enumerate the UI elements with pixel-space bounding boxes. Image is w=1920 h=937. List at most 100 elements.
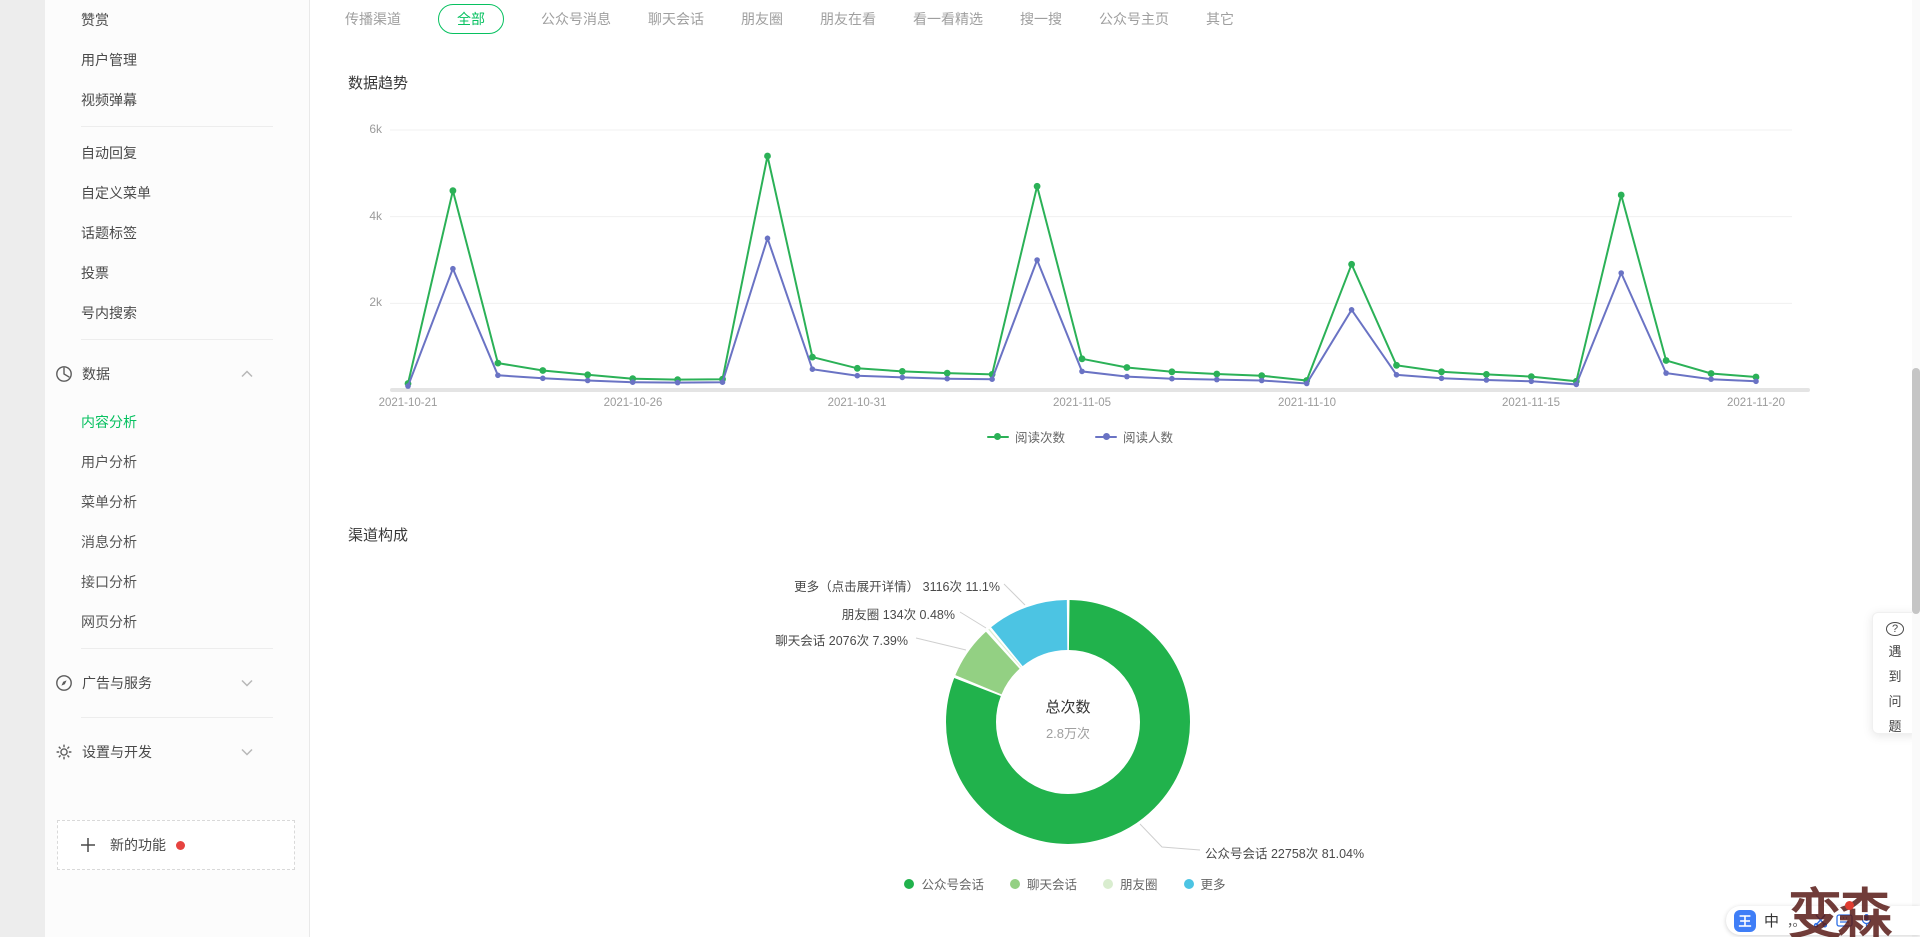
sidebar-item-menu-analysis[interactable]: 菜单分析 <box>81 494 137 510</box>
new-feature-button[interactable]: 新的功能 <box>57 820 295 870</box>
filter-label: 传播渠道 <box>345 11 401 27</box>
sidebar-divider <box>81 717 273 718</box>
keyboard-icon[interactable] <box>1835 914 1853 927</box>
sidebar-item-content-analysis[interactable]: 内容分析 <box>81 414 137 430</box>
sidebar-item-auto-reply[interactable]: 自动回复 <box>81 145 137 161</box>
filter-tab-account-home[interactable]: 公众号主页 <box>1099 11 1169 27</box>
trend-chart: 6k 4k 2k 2021-10-21 2021-10-26 2021-10-3… <box>340 95 1820 460</box>
sidebar-divider <box>81 126 273 127</box>
question-circle-icon <box>1886 622 1904 636</box>
x-axis-tick: 2021-11-20 <box>1727 397 1785 409</box>
line-series-marker-icon <box>1095 431 1117 443</box>
sidebar-item-message-analysis[interactable]: 消息分析 <box>81 534 137 550</box>
legend-label: 阅读次数 <box>1014 431 1065 445</box>
legend-label: 朋友圈 <box>1120 878 1158 892</box>
legend-item-more[interactable]: 更多 <box>1183 874 1226 893</box>
sidebar-item-user-analysis[interactable]: 用户分析 <box>81 454 137 470</box>
new-feature-label: 新的功能 <box>110 837 166 853</box>
ime-toolbar[interactable]: 王 中 ，。 <box>1726 906 1920 935</box>
watermark-dot <box>1845 901 1854 910</box>
legend-label: 聊天会话 <box>1026 878 1077 892</box>
legend-label: 更多 <box>1200 878 1226 892</box>
sidebar-group-label: 数据 <box>82 366 110 382</box>
channel-donut-chart: 总次数 2.8万次 更多（点击展开详情） 3116次 11.1% 朋友圈 134… <box>600 556 1420 876</box>
help-widget[interactable]: 遇到问题 <box>1872 612 1918 734</box>
x-axis-tick: 2021-10-26 <box>603 397 663 409</box>
ime-language-toggle[interactable]: 中 <box>1764 913 1780 930</box>
ime-logo-icon[interactable]: 王 <box>1734 909 1756 932</box>
callout-leader-line <box>1003 583 1026 606</box>
sidebar-item-user-management[interactable]: 用户管理 <box>81 52 137 68</box>
sidebar-item-api-analysis[interactable]: 接口分析 <box>81 574 137 590</box>
pie-chart-icon <box>55 365 73 383</box>
sidebar: 赞赏 用户管理 视频弹幕 自动回复 自定义菜单 话题标签 投票 号内搜索 数据 … <box>45 0 310 937</box>
dot-marker-icon <box>1009 878 1020 889</box>
sidebar-group-data[interactable]: 数据 <box>45 346 309 402</box>
sidebar-group-label: 广告与服务 <box>82 675 152 691</box>
notification-dot <box>176 840 185 850</box>
chevron-up-icon <box>241 370 253 378</box>
filter-tab-all[interactable]: 全部 <box>438 4 504 34</box>
sidebar-group-ads-services[interactable]: 广告与服务 <box>45 655 309 711</box>
callout-more[interactable]: 更多（点击展开详情） 3116次 11.1% <box>794 580 1000 594</box>
plus-icon <box>80 837 96 853</box>
sidebar-item-webpage-analysis[interactable]: 网页分析 <box>81 614 137 630</box>
legend-item-reader-count[interactable]: 阅读人数 <box>1095 427 1173 446</box>
sidebar-item-custom-menu[interactable]: 自定义菜单 <box>81 185 151 201</box>
donut-legend: 公众号会话 聊天会话 朋友圈 更多 <box>600 874 1530 893</box>
filter-tab-search[interactable]: 搜一搜 <box>1020 11 1062 27</box>
callout-official-session[interactable]: 公众号会话 22758次 81.04% <box>1205 847 1365 861</box>
ime-punctuation-toggle[interactable]: ，。 <box>1787 914 1805 929</box>
callout-chat[interactable]: 聊天会话 2076次 7.39% <box>775 634 908 648</box>
dot-marker-icon <box>1183 878 1194 889</box>
line-series-marker-icon <box>986 431 1009 443</box>
filter-tab-other[interactable]: 其它 <box>1206 11 1234 27</box>
sidebar-item-video-danmu[interactable]: 视频弹幕 <box>81 92 137 108</box>
trend-legend: 阅读次数 阅读人数 <box>340 427 1820 446</box>
channel-section-title: 渠道构成 <box>348 527 409 544</box>
channel-filter-bar: 传播渠道 全部 公众号消息 聊天会话 朋友圈 朋友在看 看一看精选 搜一搜 公众… <box>345 0 1234 38</box>
callout-moments[interactable]: 朋友圈 134次 0.48% <box>841 608 955 622</box>
y-axis-tick: 6k <box>369 122 382 136</box>
callout-leader-line <box>1139 823 1201 851</box>
filter-tab-official-msg[interactable]: 公众号消息 <box>541 11 611 27</box>
y-axis-tick: 4k <box>369 209 382 223</box>
legend-item-chat-session[interactable]: 聊天会话 <box>1009 874 1077 893</box>
filter-tab-friends-reading[interactable]: 朋友在看 <box>820 11 876 27</box>
trend-section-title: 数据趋势 <box>348 75 409 92</box>
gear-icon <box>55 743 73 761</box>
sidebar-divider <box>81 339 273 340</box>
microphone-icon[interactable] <box>1861 913 1872 928</box>
scrollbar-track[interactable] <box>1912 0 1920 937</box>
filter-tab-chat[interactable]: 聊天会话 <box>648 11 704 27</box>
sidebar-item-topic-tags[interactable]: 话题标签 <box>81 225 137 241</box>
legend-item-read-count[interactable]: 阅读次数 <box>986 427 1065 446</box>
x-axis-tick: 2021-11-05 <box>1053 397 1111 409</box>
sidebar-group-settings-dev[interactable]: 设置与开发 <box>45 724 309 780</box>
x-axis-tick: 2021-10-21 <box>378 397 438 409</box>
legend-item-official-session[interactable]: 公众号会话 <box>904 874 984 893</box>
donut-center-title: 总次数 <box>1045 699 1091 716</box>
y-axis-tick: 2k <box>369 295 382 309</box>
legend-item-moments[interactable]: 朋友圈 <box>1103 874 1158 893</box>
scrollbar-thumb[interactable] <box>1912 368 1920 614</box>
sidebar-item-in-account-search[interactable]: 号内搜索 <box>81 305 137 321</box>
x-axis-tick: 2021-11-15 <box>1502 397 1560 409</box>
x-axis-tick: 2021-10-31 <box>827 397 887 409</box>
sidebar-item-reward[interactable]: 赞赏 <box>81 12 109 28</box>
left-gutter <box>0 0 45 937</box>
sidebar-item-vote[interactable]: 投票 <box>81 265 109 281</box>
compass-icon <box>55 674 73 692</box>
filter-tab-moments[interactable]: 朋友圈 <box>741 11 783 27</box>
dot-marker-icon <box>904 878 915 889</box>
help-widget-label: 遇到问题 <box>1888 644 1902 734</box>
donut-plot[interactable] <box>600 556 1420 876</box>
trend-chart-plot[interactable] <box>340 95 1820 395</box>
dot-marker-icon <box>1103 878 1113 889</box>
donut-center-value: 2.8万次 <box>1045 726 1091 741</box>
chevron-down-icon <box>241 679 253 687</box>
filter-tab-top-stories[interactable]: 看一看精选 <box>913 11 983 27</box>
scissors-icon[interactable] <box>1813 913 1828 928</box>
donut-center-label: 总次数 2.8万次 <box>988 696 1148 742</box>
